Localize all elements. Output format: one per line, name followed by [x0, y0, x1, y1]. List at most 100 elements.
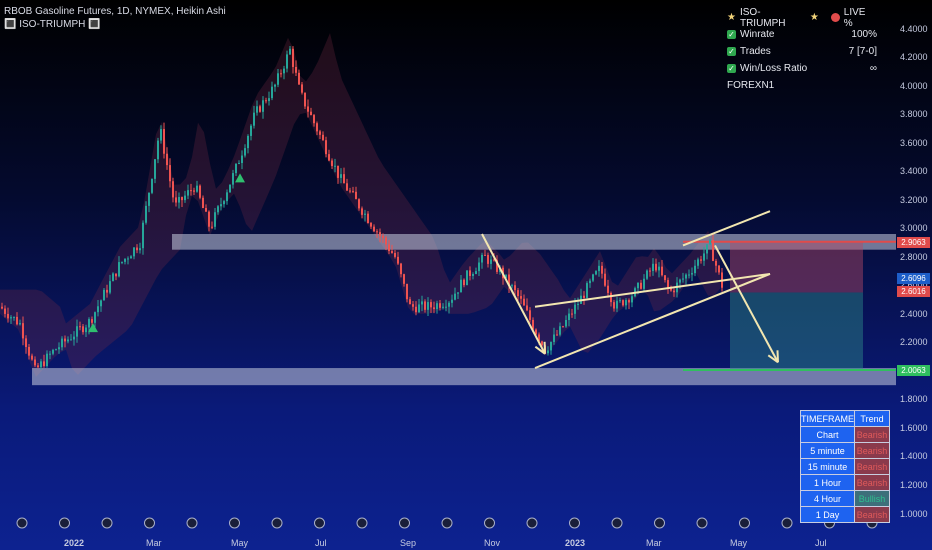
y-tick-label: 2.2000: [900, 337, 928, 348]
candle-body: [541, 341, 543, 346]
candle-body: [4, 308, 6, 314]
candle-body: [301, 84, 303, 93]
candle-body: [145, 205, 147, 223]
candle-body: [124, 258, 126, 262]
candle-body: [163, 129, 165, 154]
x-tick-label: Mar: [146, 538, 162, 548]
trend-cell: Bearish: [854, 458, 890, 475]
candle-body: [25, 338, 27, 347]
candle-body: [259, 106, 261, 112]
x-tick-label: 2022: [64, 538, 85, 548]
candle-body: [598, 265, 600, 272]
candle-body: [223, 201, 225, 205]
candle-body: [391, 251, 393, 253]
candle-body: [436, 303, 438, 310]
candle-body: [466, 270, 468, 286]
candle-body: [136, 247, 138, 251]
x-tick-label: 2023: [565, 538, 586, 548]
event-marker-icon: [526, 517, 538, 529]
candle-body: [595, 271, 597, 275]
candle-body: [691, 273, 693, 275]
candle-body: [139, 248, 141, 251]
tf-cell: 1 Day: [800, 506, 855, 523]
candle-body: [190, 190, 192, 192]
candle-body: [460, 279, 462, 293]
candle-body: [559, 326, 561, 335]
candle-body: [205, 208, 207, 212]
candle-body: [628, 300, 630, 303]
arrow-head-icon: [767, 354, 779, 364]
event-marker-icon: [229, 517, 240, 529]
candle-body: [64, 338, 66, 342]
candle-body: [358, 199, 360, 209]
candle-body: [310, 111, 312, 116]
candle-body: [181, 197, 183, 201]
candle-body: [298, 72, 300, 85]
candle-body: [7, 313, 9, 319]
y-tick-label: 4.0000: [900, 80, 928, 91]
candle-body: [517, 290, 519, 297]
candle-body: [157, 140, 159, 160]
candle-body: [589, 280, 591, 284]
candle-body: [577, 303, 579, 305]
candle-body: [1, 306, 3, 309]
timeframe-table: TIMEFRAME Trend Chart Bearish 5 minute Bea…: [800, 410, 890, 523]
candle-body: [52, 349, 54, 354]
candle-body: [112, 273, 114, 282]
candle-body: [169, 165, 171, 182]
price-tag-target: 2.0063: [897, 365, 930, 377]
candle-body: [670, 287, 672, 291]
candle-body: [10, 317, 12, 319]
y-tick-label: 4.4000: [900, 23, 928, 34]
winloss-label: Win/Loss Ratio: [740, 63, 808, 74]
candle-body: [631, 296, 633, 303]
candle-body: [550, 341, 552, 351]
candle-body: [475, 271, 477, 274]
event-marker-icon: [356, 517, 368, 529]
trend-arrow-line: [714, 244, 779, 363]
candle-body: [514, 285, 516, 291]
trades-value: 7 [7-0]: [848, 46, 877, 57]
event-marker-icon: [654, 517, 665, 529]
candle-body: [394, 252, 396, 257]
candle-body: [388, 244, 390, 252]
candle-body: [553, 334, 555, 342]
x-tick-label: Sep: [400, 538, 417, 548]
candle-body: [616, 300, 618, 309]
x-tick-label: May: [231, 538, 249, 548]
candle-body: [178, 197, 180, 203]
candle-body: [457, 292, 459, 294]
candle-body: [70, 339, 72, 341]
event-marker-icon: [781, 517, 793, 529]
candle-body: [295, 66, 297, 73]
y-tick-label: 1.8000: [900, 394, 928, 405]
candle-body: [322, 134, 324, 141]
candle-body: [481, 254, 483, 263]
stats-footer: FOREXN1: [727, 80, 775, 91]
candle-body: [199, 185, 201, 198]
candle-body: [175, 197, 177, 203]
candle-body: [571, 313, 573, 315]
indicator-label[interactable]: 🔳 ISO-TRIUMPH 🔳: [4, 19, 101, 30]
candle-body: [586, 283, 588, 298]
candle-body: [316, 123, 318, 132]
candle-body: [283, 68, 285, 74]
candle-body: [46, 353, 48, 367]
candle-body: [532, 319, 534, 330]
y-tick-label: 2.8000: [900, 251, 928, 262]
price-tag-stop: 2.9063: [897, 236, 930, 248]
candle-body: [31, 355, 33, 360]
candle-body: [355, 191, 357, 200]
candle-body: [715, 260, 717, 266]
candle-body: [37, 365, 39, 368]
x-tick-label: May: [730, 538, 748, 548]
candle-body: [274, 84, 276, 87]
candle-body: [400, 263, 402, 275]
candle-body: [319, 131, 321, 135]
candle-body: [619, 300, 621, 302]
candle-body: [568, 313, 570, 320]
candle-body: [184, 195, 186, 201]
candle-body: [592, 274, 594, 281]
candle-body: [622, 300, 624, 306]
